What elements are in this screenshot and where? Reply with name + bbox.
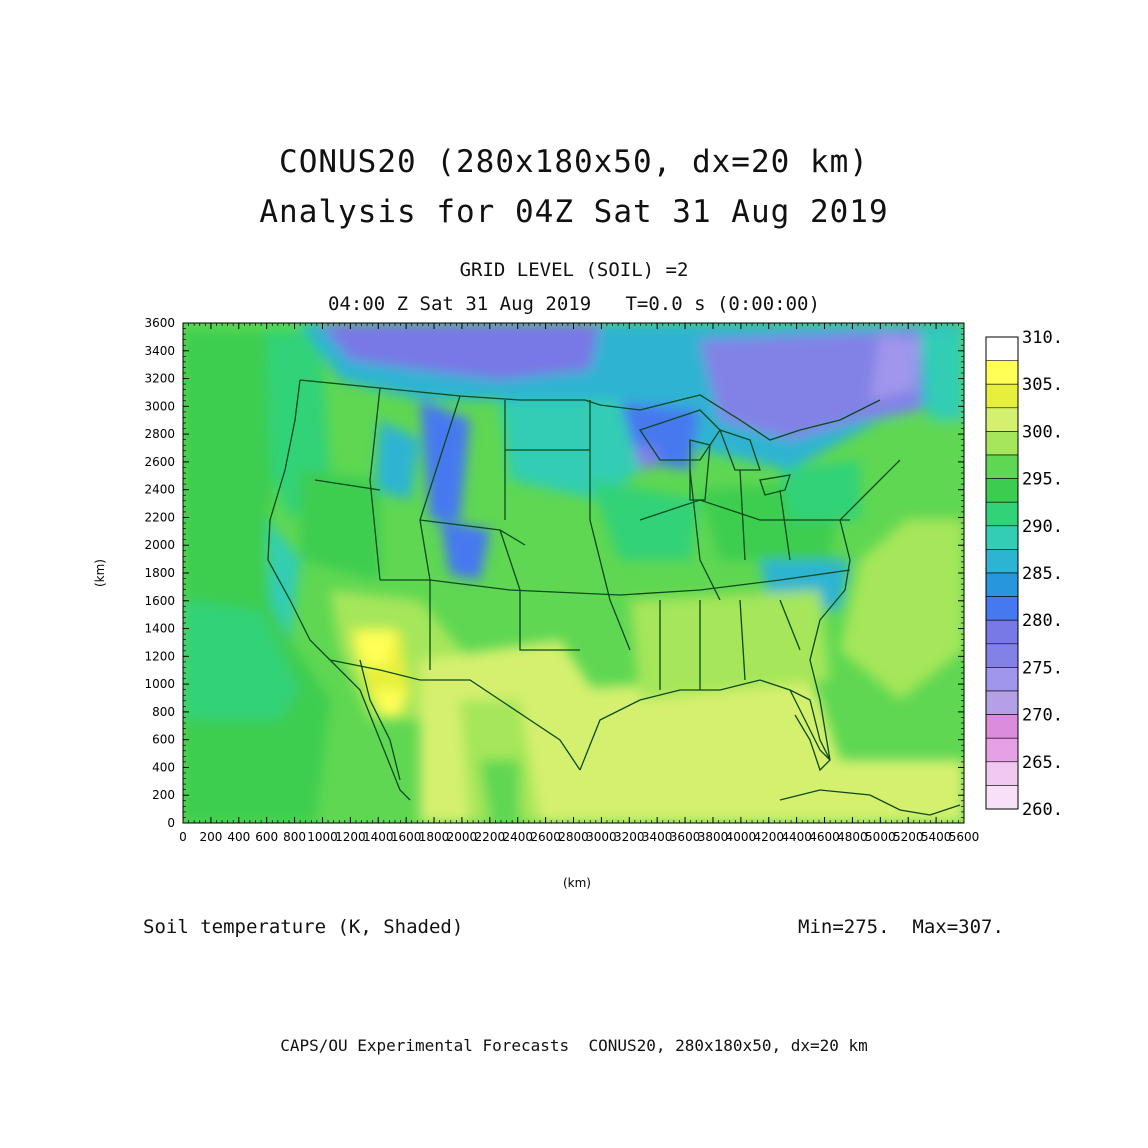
y-tick-label: 1600 — [144, 594, 175, 608]
x-tick-label: 4600 — [809, 830, 840, 844]
colorbar-label: 265. — [1022, 753, 1063, 773]
x-tick-label: 2200 — [475, 830, 506, 844]
y-tick-label: 0 — [167, 816, 175, 830]
grid-level-label: GRID LEVEL (SOIL) =2 — [459, 259, 689, 281]
political-boundaries — [267, 379, 961, 816]
x-tick-label: 600 — [255, 830, 278, 844]
footer-credit: CAPS/OU Experimental Forecasts CONUS20, … — [280, 1036, 868, 1055]
colorbar-label: 260. — [1022, 800, 1063, 820]
x-tick-label: 3600 — [670, 830, 701, 844]
colorbar-swatch — [985, 667, 1019, 692]
x-tick-label: 1600 — [391, 830, 422, 844]
colorbar-swatch — [985, 478, 1019, 503]
map-title: CONUS20 (280x180x50, dx=20 km) — [279, 144, 869, 180]
y-tick-label: 200 — [152, 788, 175, 802]
colorbar-frame — [985, 336, 1019, 810]
x-tick-label: 200 — [199, 830, 222, 844]
x-tick-label: 5600 — [949, 830, 980, 844]
x-tick-label: 400 — [227, 830, 250, 844]
colorbar: 310. 305. 300. 295. 290. 285. 280. 275. 270. 265.… — [985, 328, 1063, 820]
colorbar-swatch — [985, 619, 1019, 645]
x-tick-label: 4800 — [837, 830, 868, 844]
field-label: Soil temperature (K, Shaded) — [143, 916, 464, 938]
x-tick-label: 2400 — [502, 830, 533, 844]
x-tick-label: 5000 — [865, 830, 896, 844]
colorbar-swatch — [985, 714, 1019, 739]
colorbar-swatch — [985, 549, 1019, 574]
colorbar-swatch — [985, 431, 1019, 456]
x-tick-label: 1800 — [419, 830, 450, 844]
colorbar-swatch — [985, 737, 1019, 763]
colorbar-label: 290. — [1022, 517, 1063, 537]
x-tick-label: 3000 — [586, 830, 617, 844]
colorbar-swatch — [985, 454, 1019, 479]
y-tick-label: 600 — [152, 733, 175, 747]
colorbar-swatch — [985, 690, 1019, 715]
y-tick-label: 1000 — [144, 677, 175, 691]
y-tick-label: 3400 — [144, 344, 175, 358]
x-tick-label: 4400 — [781, 830, 812, 844]
colorbar-swatch — [985, 501, 1019, 527]
y-tick-label: 1800 — [144, 566, 175, 580]
x-tick-label: 1000 — [307, 830, 338, 844]
min-max-label: Min=275. Max=307. — [798, 916, 1004, 938]
colorbar-swatch — [985, 383, 1019, 409]
colorbar-label: 300. — [1022, 422, 1063, 442]
y-tick-label: 2200 — [144, 510, 175, 524]
x-tick-label: 3200 — [614, 830, 645, 844]
colorbar-label: 280. — [1022, 611, 1063, 631]
x-tick-label: 2800 — [558, 830, 589, 844]
colorbar-swatch — [985, 525, 1019, 550]
colorbar-label: 295. — [1022, 470, 1063, 490]
y-tick-label: 3600 — [144, 316, 175, 330]
colorbar-label: 275. — [1022, 658, 1063, 678]
x-tick-label: 3400 — [642, 830, 673, 844]
y-tick-label: 2600 — [144, 455, 175, 469]
x-tick-label: 0 — [179, 830, 187, 844]
colorbar-swatch — [985, 360, 1019, 385]
colorbar-swatch — [985, 572, 1019, 597]
y-axis-label: (km) — [93, 559, 107, 587]
x-tick-label: 5200 — [893, 830, 924, 844]
colorbar-swatch — [985, 785, 1019, 810]
minor-ticks — [182, 322, 965, 824]
colorbar-label: 285. — [1022, 564, 1063, 584]
y-tick-label: 2400 — [144, 483, 175, 497]
colorbar-swatch — [985, 407, 1019, 432]
y-tick-label: 3200 — [144, 372, 175, 386]
y-tick-label: 1400 — [144, 622, 175, 636]
valid-time-label: 04:00 Z Sat 31 Aug 2019 T=0.0 s (0:00:00… — [328, 293, 820, 315]
y-tick-label: 2000 — [144, 538, 175, 552]
x-tick-label: 2600 — [530, 830, 561, 844]
x-axis: 0 200 400 600 800 100012001400160018002000220… — [179, 323, 979, 844]
colorbar-label: 310. — [1022, 328, 1063, 348]
x-tick-label: 1400 — [363, 830, 394, 844]
x-axis-label: (km) — [563, 876, 591, 890]
x-tick-label: 800 — [283, 830, 306, 844]
colorbar-label: 270. — [1022, 706, 1063, 726]
y-axis: 0 200 400 600 800 1000 1200 1400 1600 1800 2000 220… — [144, 316, 964, 830]
colorbar-label: 305. — [1022, 375, 1063, 395]
y-tick-label: 800 — [152, 705, 175, 719]
colorbar-swatch — [985, 761, 1019, 786]
x-tick-label: 2000 — [447, 830, 478, 844]
x-tick-label: 1200 — [335, 830, 366, 844]
map-subtitle-analysis-time: Analysis for 04Z Sat 31 Aug 2019 — [259, 194, 889, 230]
y-tick-label: 3000 — [144, 399, 175, 413]
x-tick-label: 4000 — [726, 830, 757, 844]
colorbar-swatch — [985, 643, 1019, 668]
x-tick-label: 3800 — [698, 830, 729, 844]
x-tick-label: 4200 — [753, 830, 784, 844]
y-tick-label: 2800 — [144, 427, 175, 441]
y-tick-label: 400 — [152, 760, 175, 774]
x-tick-label: 5400 — [921, 830, 952, 844]
y-tick-label: 1200 — [144, 649, 175, 663]
colorbar-swatch — [985, 596, 1019, 621]
temperature-shading — [183, 323, 964, 823]
